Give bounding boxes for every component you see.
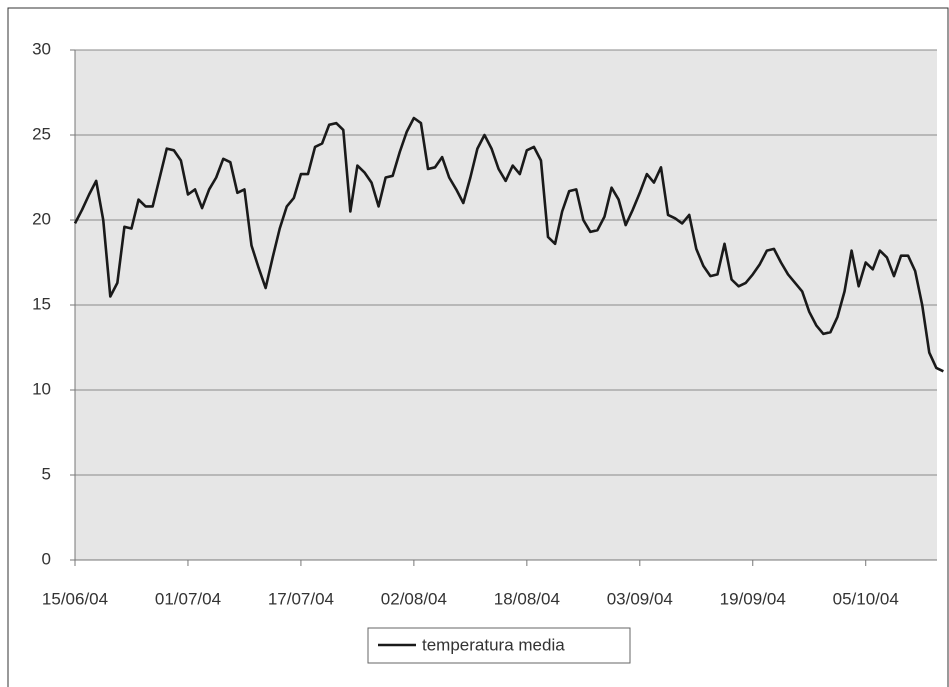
x-tick-label: 03/09/04: [607, 589, 673, 608]
y-tick-label: 20: [32, 209, 51, 228]
x-tick-label: 15/06/04: [42, 589, 108, 608]
y-tick-label: 0: [42, 549, 51, 568]
data-line: [73, 116, 944, 373]
x-tick-label: 19/09/04: [720, 589, 786, 608]
x-tick-label: 05/10/04: [833, 589, 899, 608]
y-tick-label: 25: [32, 124, 51, 143]
legend-label: temperatura media: [422, 635, 565, 654]
x-tick-label: 01/07/04: [155, 589, 221, 608]
y-tick-label: 10: [32, 379, 51, 398]
y-tick-label: 15: [32, 294, 51, 313]
y-tick-label: 30: [32, 39, 51, 58]
x-tick-label: 17/07/04: [268, 589, 334, 608]
x-tick-label: 02/08/04: [381, 589, 447, 608]
x-tick-label: 18/08/04: [494, 589, 560, 608]
y-tick-label: 5: [42, 464, 51, 483]
